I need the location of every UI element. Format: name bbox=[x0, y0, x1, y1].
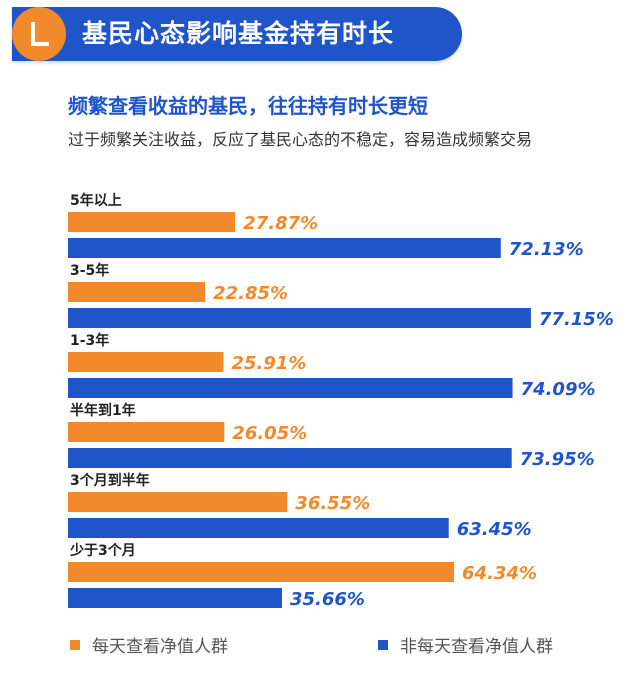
value-label-orange: 36.55% bbox=[295, 493, 370, 514]
category-label: 3个月到半年 bbox=[70, 472, 150, 489]
value-label-blue: 72.13% bbox=[509, 239, 584, 260]
category-label: 5年以上 bbox=[70, 192, 122, 209]
chart-subheadline: 过于频繁关注收益，反应了基民心态的不稳定，容易造成频繁交易 bbox=[68, 130, 533, 149]
bar-orange bbox=[68, 352, 224, 372]
value-label-blue: 35.66% bbox=[290, 589, 365, 610]
bar-orange bbox=[68, 492, 288, 512]
category-label: 3-5年 bbox=[70, 262, 109, 279]
value-label-blue: 74.09% bbox=[521, 379, 596, 400]
banner-title: 基民心态影响基金持有时长 bbox=[82, 19, 395, 48]
bar-blue bbox=[68, 448, 512, 468]
bar-orange bbox=[68, 282, 206, 302]
value-label-blue: 63.45% bbox=[457, 519, 532, 540]
legend-swatch-orange bbox=[70, 639, 80, 650]
legend-item-orange: 每天查看净值人群 bbox=[70, 632, 228, 657]
category-label: 少于3个月 bbox=[69, 542, 136, 559]
legend-label-blue: 非每天查看净值人群 bbox=[400, 637, 553, 657]
bar-orange bbox=[68, 562, 455, 582]
bar-blue bbox=[68, 518, 449, 538]
bar-blue bbox=[68, 238, 501, 258]
title-banner: 基民心态影响基金持有时长 bbox=[12, 7, 462, 61]
bar-orange bbox=[68, 422, 225, 442]
legend-label-orange: 每天查看净值人群 bbox=[92, 637, 228, 657]
value-label-orange: 22.85% bbox=[213, 283, 288, 304]
l-badge-icon bbox=[12, 7, 66, 61]
bar-blue bbox=[68, 378, 513, 398]
legend-swatch-blue bbox=[378, 639, 388, 650]
value-label-blue: 73.95% bbox=[520, 449, 595, 470]
legend-item-blue: 非每天查看净值人群 bbox=[378, 632, 553, 657]
value-label-orange: 27.87% bbox=[243, 213, 318, 234]
value-label-blue: 77.15% bbox=[539, 309, 614, 330]
category-label: 半年到1年 bbox=[70, 402, 136, 419]
value-label-orange: 25.91% bbox=[231, 353, 306, 374]
bar-blue bbox=[68, 588, 282, 608]
bar-orange bbox=[68, 212, 236, 232]
chart-headline: 频繁查看收益的基民，往往持有时长更短 bbox=[68, 94, 428, 118]
l-mark-icon bbox=[31, 22, 49, 46]
category-label: 1-3年 bbox=[70, 332, 109, 349]
value-label-orange: 64.34% bbox=[462, 563, 537, 584]
value-label-orange: 26.05% bbox=[232, 423, 307, 444]
bar-blue bbox=[68, 308, 531, 328]
